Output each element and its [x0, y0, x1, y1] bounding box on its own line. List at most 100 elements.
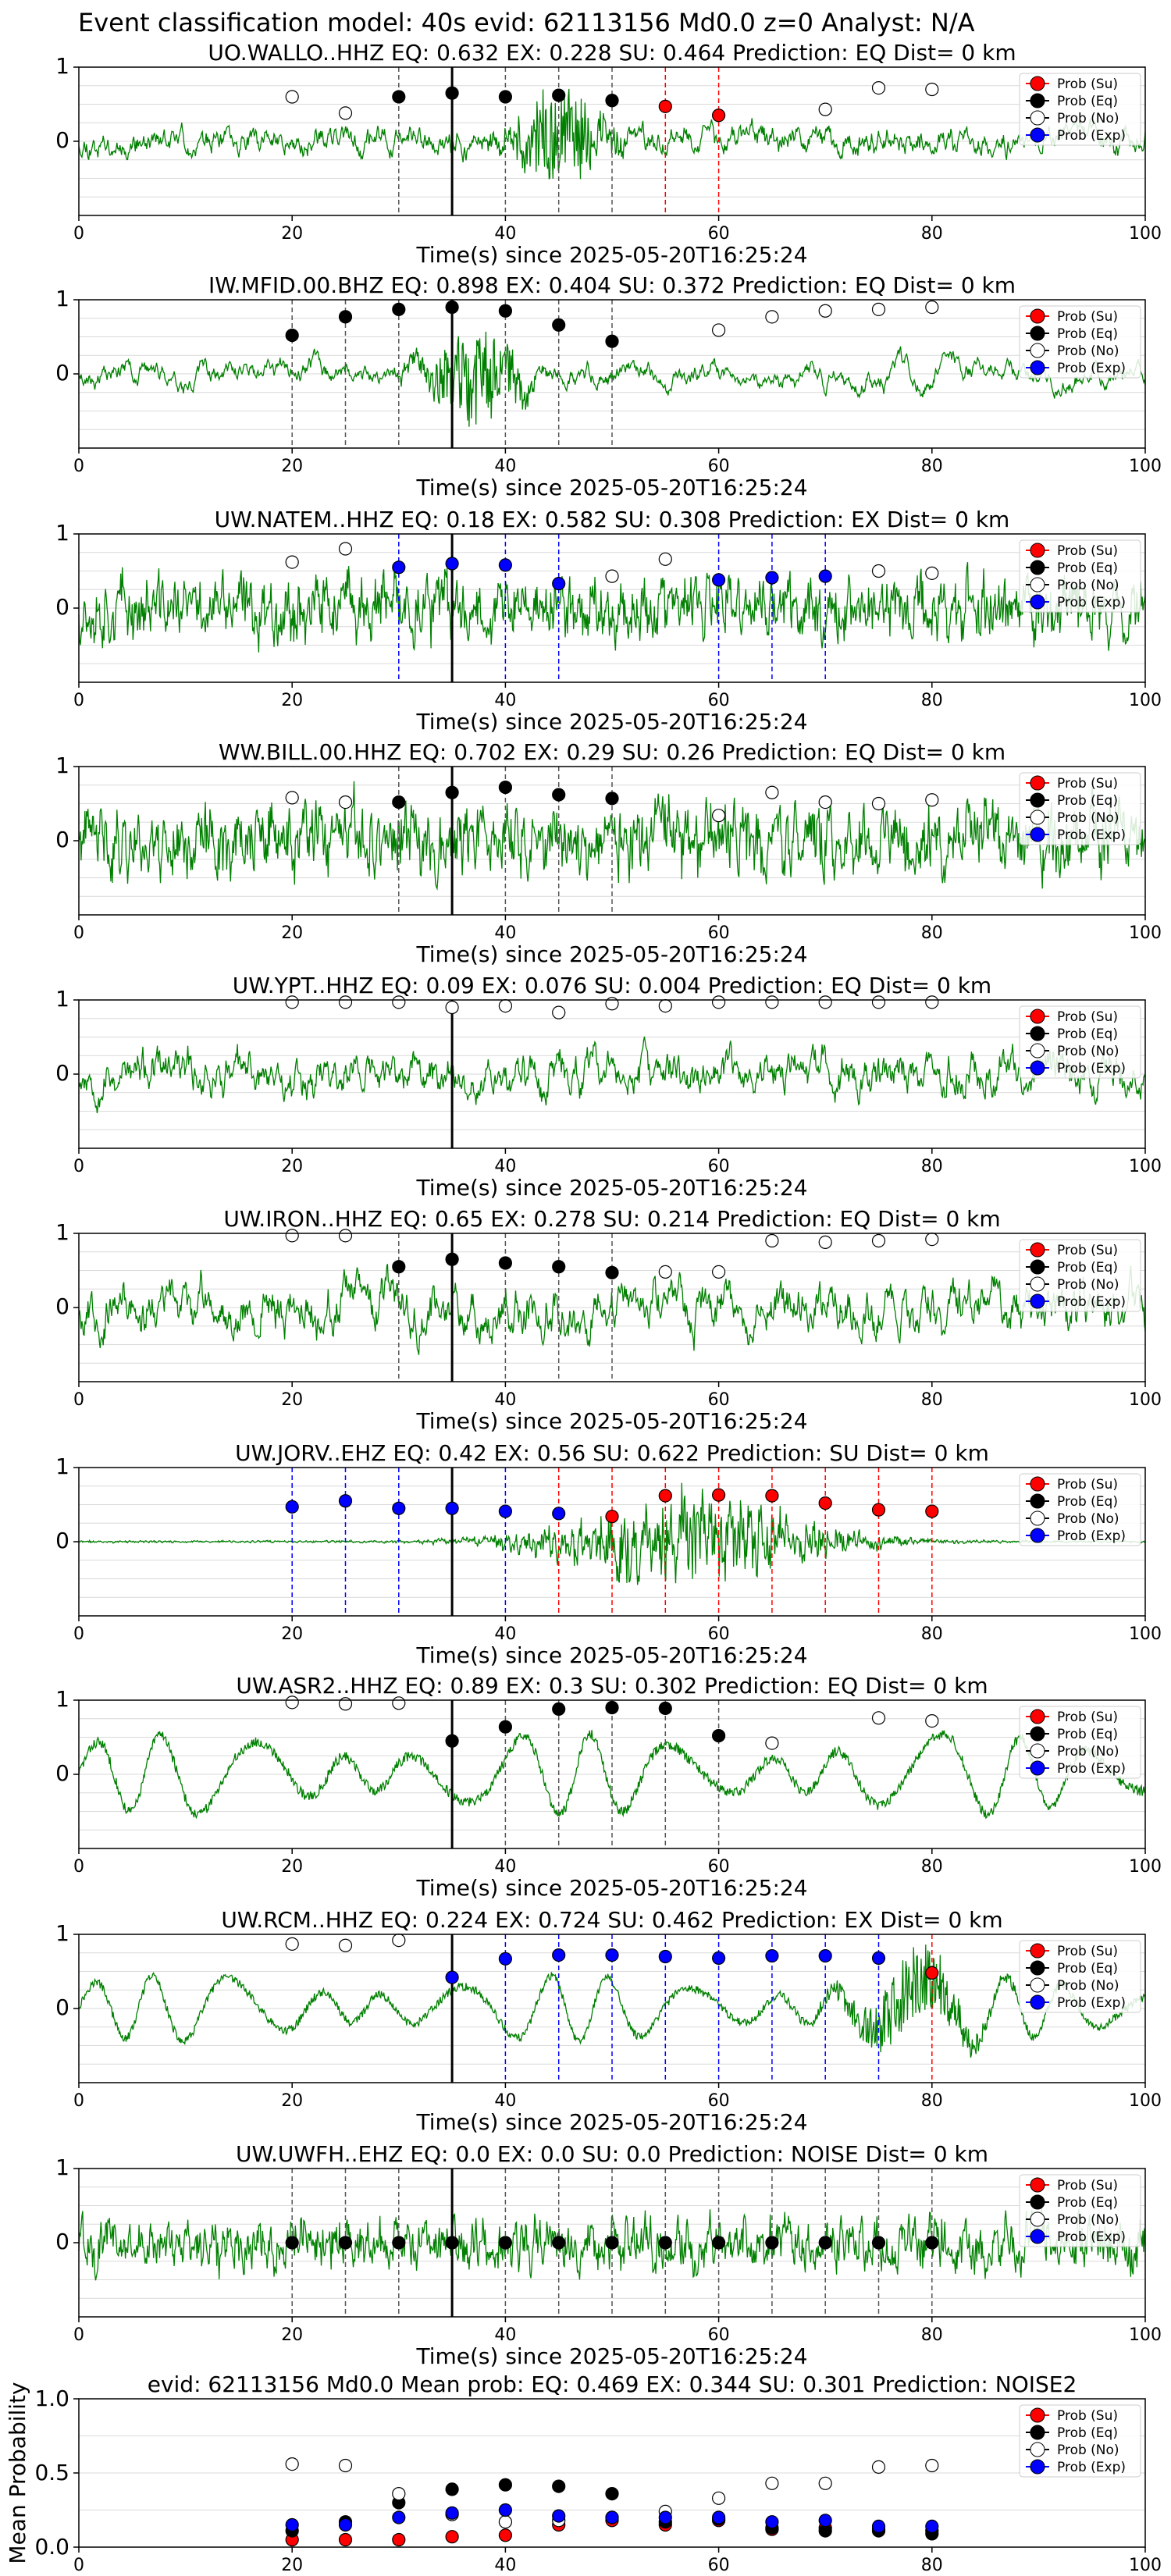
legend-box [1019, 73, 1141, 146]
station-panel: IW.MFID.00.BHZ EQ: 0.898 EX: 0.404 SU: 0… [55, 272, 1162, 500]
panel-title: UW.UWFH..EHZ EQ: 0.0 EX: 0.0 SU: 0.0 Pre… [236, 2141, 988, 2167]
probability-point [658, 2236, 672, 2250]
legend-marker [1030, 1276, 1045, 1292]
probability-point [871, 302, 886, 316]
x-tick-label: 80 [921, 923, 943, 943]
legend-label: Prob (Eq) [1057, 2195, 1118, 2211]
station-panel: UW.IRON..HHZ EQ: 0.65 EX: 0.278 SU: 0.21… [55, 1206, 1162, 1434]
legend-marker [1030, 1709, 1045, 1724]
mean-probability-point [925, 2458, 939, 2473]
y-tick-label: 0 [55, 1760, 69, 1786]
y-tick-label: 0 [55, 1060, 69, 1086]
legend-label: Prob (Exp) [1057, 1761, 1126, 1777]
mean-probability-point [818, 2514, 832, 2528]
legend-marker [1030, 1726, 1045, 1742]
panel-title: UW.RCM..HHZ EQ: 0.224 EX: 0.724 SU: 0.46… [221, 1907, 1002, 1933]
x-tick-label: 80 [921, 1390, 943, 1410]
x-axis-label: Time(s) since 2025-05-20T16:25:24 [415, 242, 807, 268]
x-tick-label: 0 [73, 457, 84, 476]
probability-point [338, 1697, 353, 1711]
probability-point [871, 1711, 886, 1725]
x-tick-label: 60 [708, 1624, 730, 1644]
legend-marker [1030, 1977, 1045, 1993]
probability-point [658, 998, 672, 1013]
y-tick-label: 0 [55, 827, 69, 852]
x-tick-label: 0 [73, 1157, 84, 1176]
legend-marker [1030, 809, 1045, 825]
probability-point [711, 1265, 726, 1279]
probability-point [552, 2236, 566, 2250]
probability-point [925, 300, 939, 315]
legend-marker [1030, 1293, 1045, 1309]
x-tick-label: 60 [708, 691, 730, 710]
probability-point [285, 2236, 299, 2250]
y-tick-label: 0.5 [34, 2460, 69, 2485]
probability-point [765, 2236, 779, 2250]
probability-point [552, 1005, 566, 1019]
legend-label: Prob (No) [1057, 578, 1119, 593]
legend-marker [1030, 1060, 1045, 1076]
y-tick-label: 1 [55, 1686, 69, 1712]
legend-marker [1030, 1476, 1045, 1492]
legend-marker [1030, 1994, 1045, 2010]
probability-point [338, 795, 353, 809]
probability-point [925, 793, 939, 807]
legend-label: Prob (No) [1057, 2212, 1119, 2228]
probability-point [711, 109, 726, 123]
probability-point [285, 555, 299, 569]
x-axis-label: Time(s) since 2025-05-20T16:25:24 [415, 1642, 807, 1668]
probability-point [658, 1701, 672, 1716]
probability-point [711, 1729, 726, 1743]
station-panel: UW.UWFH..EHZ EQ: 0.0 EX: 0.0 SU: 0.0 Pre… [55, 2141, 1162, 2369]
legend-marker [1030, 560, 1045, 575]
station-panel: UW.YPT..HHZ EQ: 0.09 EX: 0.076 SU: 0.004… [55, 973, 1162, 1201]
probability-point [392, 90, 406, 104]
legend-label: Prob (Exp) [1057, 128, 1126, 144]
x-axis-label: Time(s) since 2025-05-20T16:25:24 [415, 1875, 807, 1901]
probability-point [711, 995, 726, 1009]
probability-point [445, 300, 459, 315]
probability-point [445, 1252, 459, 1266]
panel-title: UW.YPT..HHZ EQ: 0.09 EX: 0.076 SU: 0.004… [233, 973, 991, 998]
legend-marker [1030, 2177, 1045, 2193]
probability-point [445, 2236, 459, 2250]
legend-label: Prob (Su) [1057, 2178, 1118, 2194]
probability-point [711, 809, 726, 823]
x-tick-label: 0 [73, 224, 84, 244]
x-tick-label: 40 [494, 1857, 516, 1877]
x-tick-label: 40 [494, 1390, 516, 1410]
probability-point [925, 2236, 939, 2250]
probability-point [445, 785, 459, 799]
probability-point [925, 1966, 939, 1980]
x-tick-label: 100 [1129, 923, 1162, 943]
legend-label: Prob (Su) [1057, 1944, 1118, 1959]
legend-marker [1030, 1043, 1045, 1059]
probability-point [498, 1952, 513, 1966]
panel-title: UW.ASR2..HHZ EQ: 0.89 EX: 0.3 SU: 0.302 … [236, 1673, 988, 1699]
legend-label: Prob (Eq) [1057, 326, 1118, 342]
x-tick-label: 80 [921, 1624, 943, 1644]
legend-label: Prob (No) [1057, 1511, 1119, 1527]
x-tick-label: 20 [281, 1857, 303, 1877]
legend-label: Prob (Su) [1057, 543, 1118, 559]
x-tick-label: 80 [921, 2091, 943, 2111]
probability-point [338, 310, 353, 324]
probability-point [711, 573, 726, 587]
mean-probability-point [338, 2532, 353, 2547]
x-tick-label: 0 [73, 1624, 84, 1644]
x-tick-label: 100 [1129, 457, 1162, 476]
x-tick-label: 20 [281, 2091, 303, 2111]
station-panel: UO.WALLO..HHZ EQ: 0.632 EX: 0.228 SU: 0.… [55, 40, 1162, 268]
probability-point [498, 780, 513, 795]
legend-box [1019, 305, 1141, 379]
legend-label: Prob (Eq) [1057, 1260, 1118, 1276]
x-tick-label: 60 [708, 457, 730, 476]
legend-marker [1030, 775, 1045, 791]
mean-probability-point [605, 2510, 619, 2524]
x-tick-label: 40 [494, 224, 516, 244]
x-axis-label: Time(s) since 2025-05-20T16:25:24 [415, 475, 807, 500]
station-panel: UW.JORV..EHZ EQ: 0.42 EX: 0.56 SU: 0.622… [55, 1440, 1162, 1668]
probability-point [871, 1233, 886, 1248]
probability-point [605, 94, 619, 108]
x-tick-label: 100 [1129, 224, 1162, 244]
